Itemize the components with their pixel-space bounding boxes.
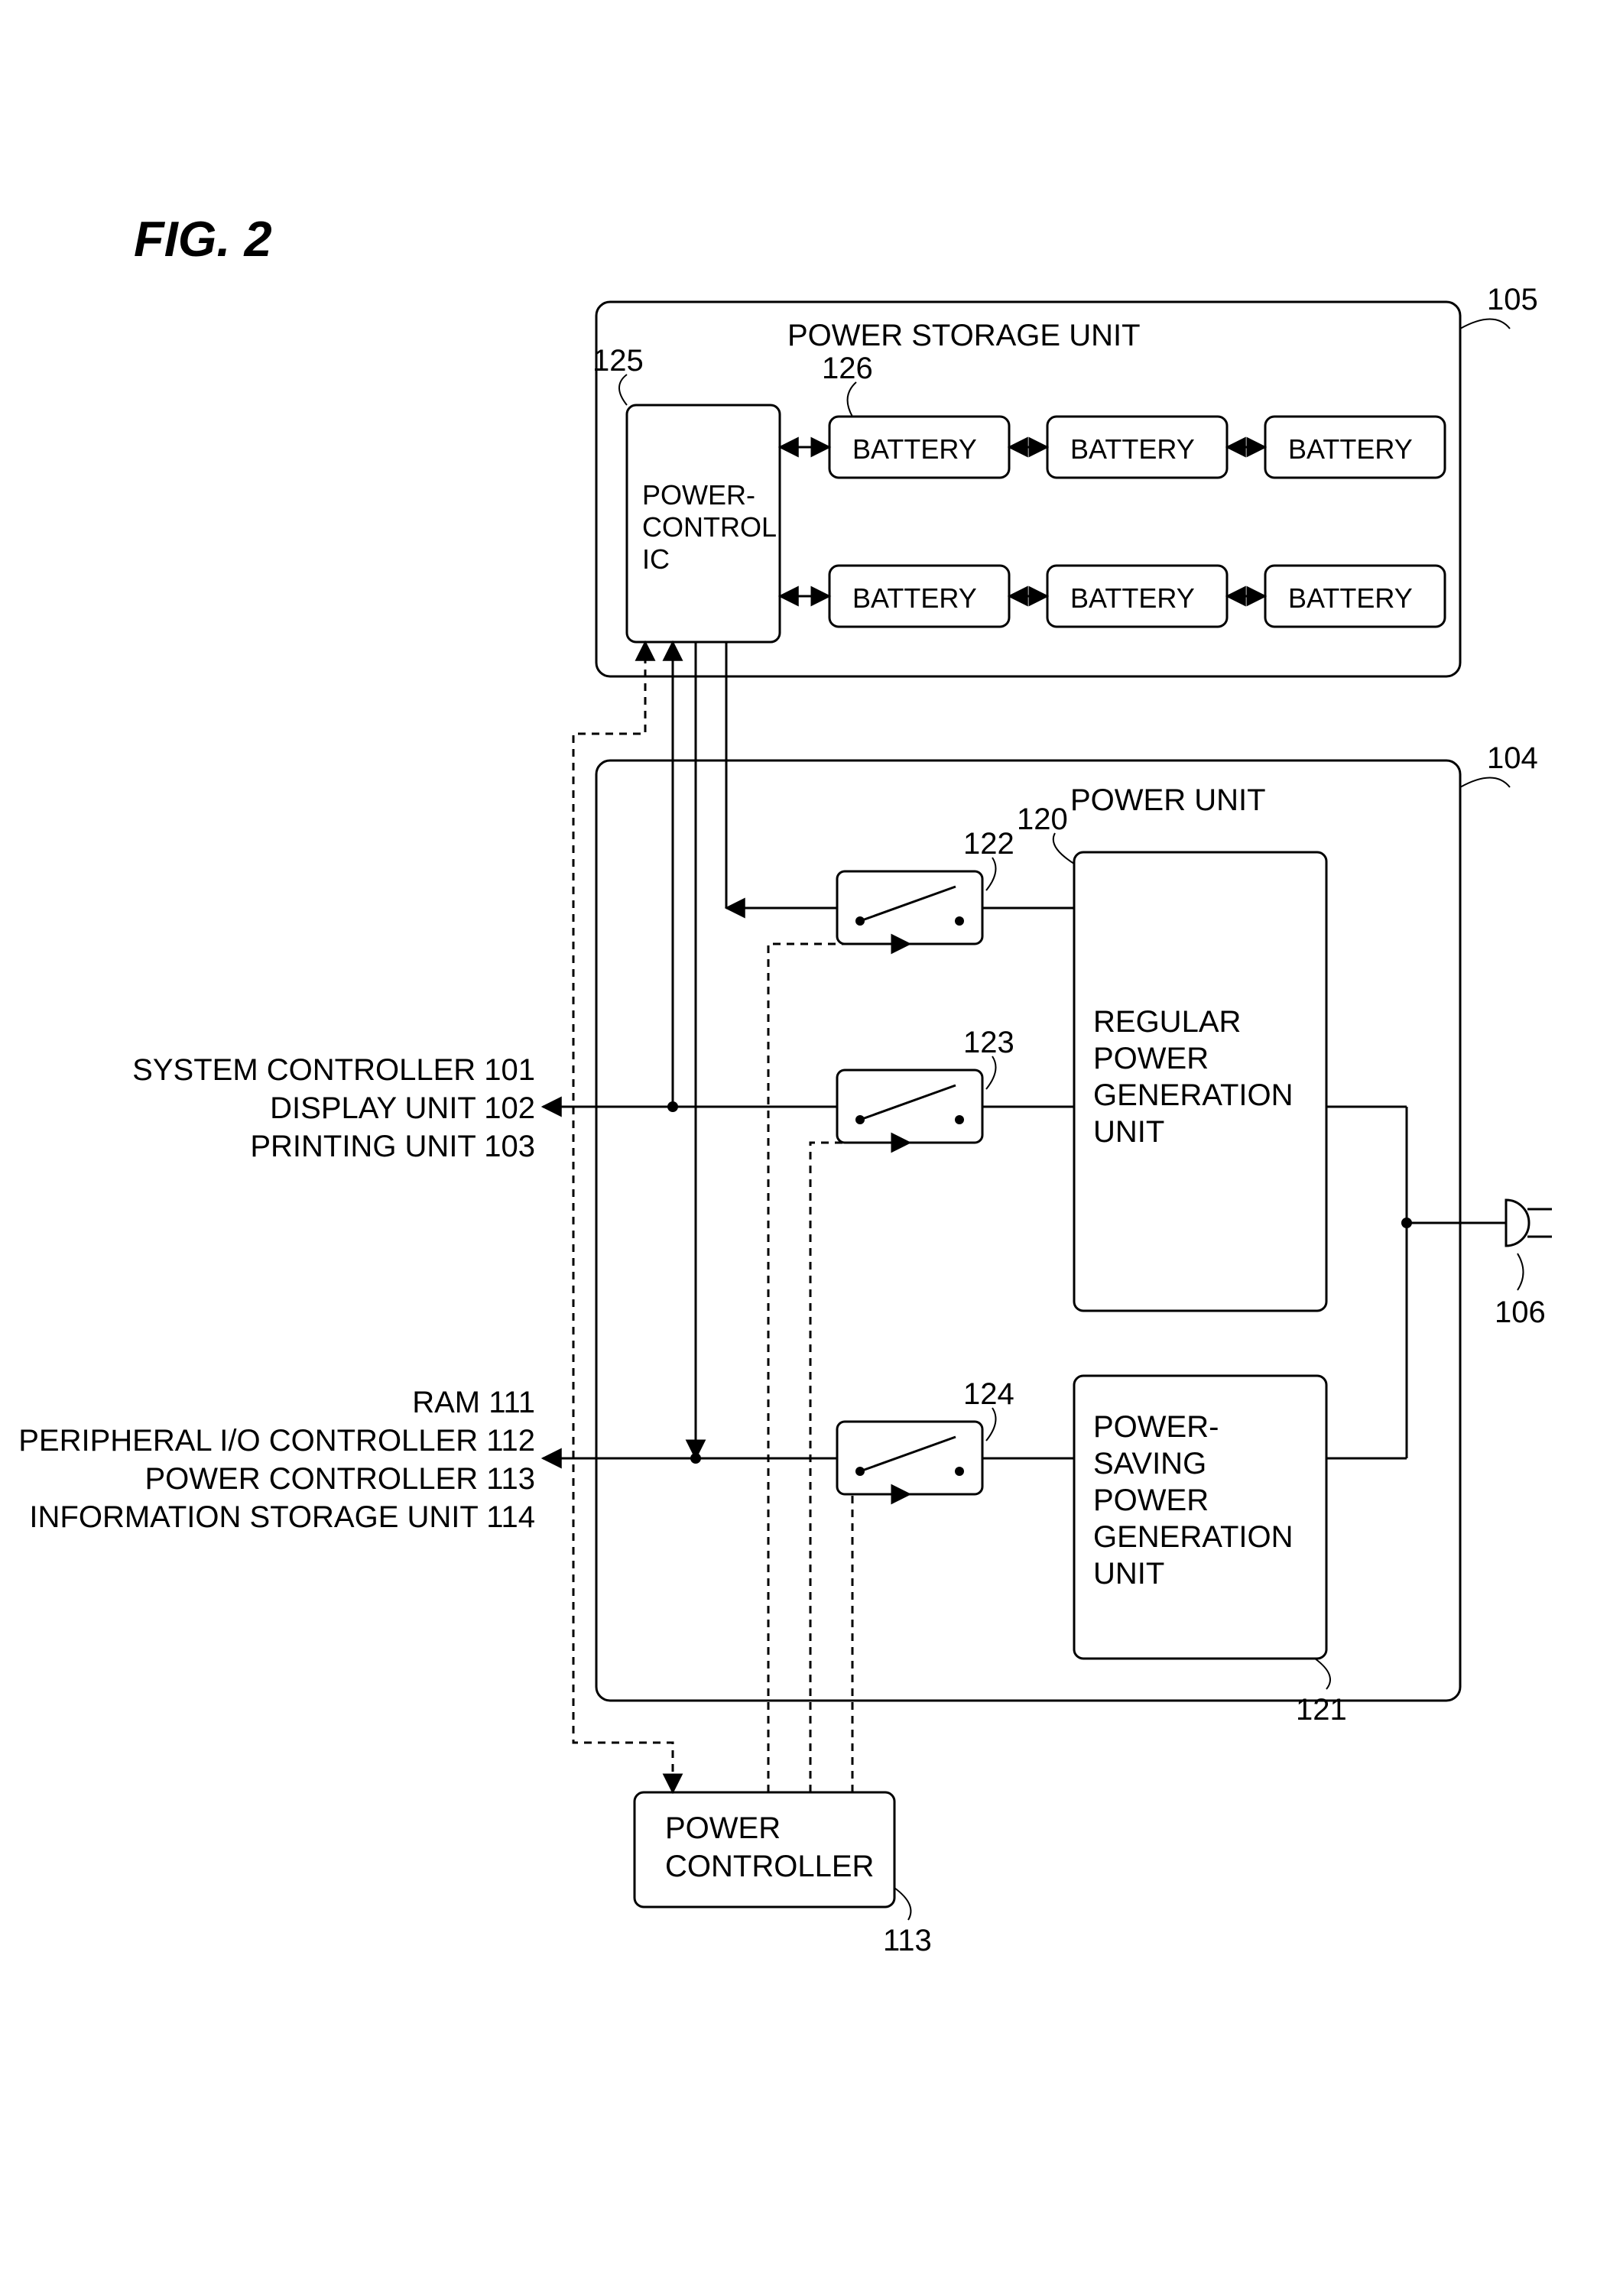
power-unit: POWER UNIT 104 REGULAR POWER GENERATION … [596,741,1538,1727]
pcic-l2: CONTROL [642,511,777,543]
plug-ref: 106 [1495,1296,1546,1329]
reg-l2: POWER [1093,1042,1209,1075]
sav-l4: GENERATION [1093,1520,1294,1554]
outputs-top: SYSTEM CONTROLLER 101 DISPLAY UNIT 102 P… [132,1053,535,1163]
pu-label: POWER UNIT [1070,783,1266,817]
battery-label: BATTERY [852,433,977,465]
psu-label: POWER STORAGE UNIT [787,319,1141,352]
battery-label: BATTERY [1070,433,1195,465]
out-top-2: PRINTING UNIT 103 [250,1130,535,1163]
reg-ref: 120 [1017,803,1068,836]
sav-l5: UNIT [1093,1557,1164,1591]
pu-ref: 104 [1487,741,1538,775]
battery-label: BATTERY [1288,433,1413,465]
sw122-ref: 122 [963,827,1014,861]
pcic-ref: 125 [592,344,644,378]
out-bot-2: POWER CONTROLLER 113 [145,1462,536,1496]
battery-label: BATTERY [1070,582,1195,614]
pc-l2: CONTROLLER [665,1850,874,1883]
power-storage-unit: POWER STORAGE UNIT 105 POWER- CONTROL IC… [592,283,1538,676]
battery-label: BATTERY [1288,582,1413,614]
pc-ref: 113 [883,1924,932,1957]
reg-l1: REGULAR [1093,1005,1241,1039]
out-bot-0: RAM 111 [412,1386,535,1419]
reg-l3: GENERATION [1093,1078,1294,1112]
power-controller: POWER CONTROLLER 113 [635,1792,932,1957]
out-top-0: SYSTEM CONTROLLER 101 [132,1053,535,1087]
sav-l3: POWER [1093,1484,1209,1517]
battery-ref: 126 [822,352,873,385]
reg-l4: UNIT [1093,1115,1164,1149]
sav-ref: 121 [1296,1693,1347,1727]
out-top-1: DISPLAY UNIT 102 [270,1091,535,1125]
out-bot-1: PERIPHERAL I/O CONTROLLER 112 [18,1424,535,1458]
outputs-bottom: RAM 111 PERIPHERAL I/O CONTROLLER 112 PO… [18,1386,535,1534]
sav-l2: SAVING [1093,1447,1206,1480]
pc-l1: POWER [665,1811,781,1845]
sw123-ref: 123 [963,1026,1014,1059]
battery-label: BATTERY [852,582,977,614]
sw124-ref: 124 [963,1377,1014,1411]
out-bot-3: INFORMATION STORAGE UNIT 114 [29,1500,535,1534]
figure-title: FIG. 2 [134,211,272,267]
pcic-l1: POWER- [642,479,755,511]
sav-l1: POWER- [1093,1410,1219,1444]
psu-ref: 105 [1487,283,1538,316]
pcic-l3: IC [642,543,670,575]
